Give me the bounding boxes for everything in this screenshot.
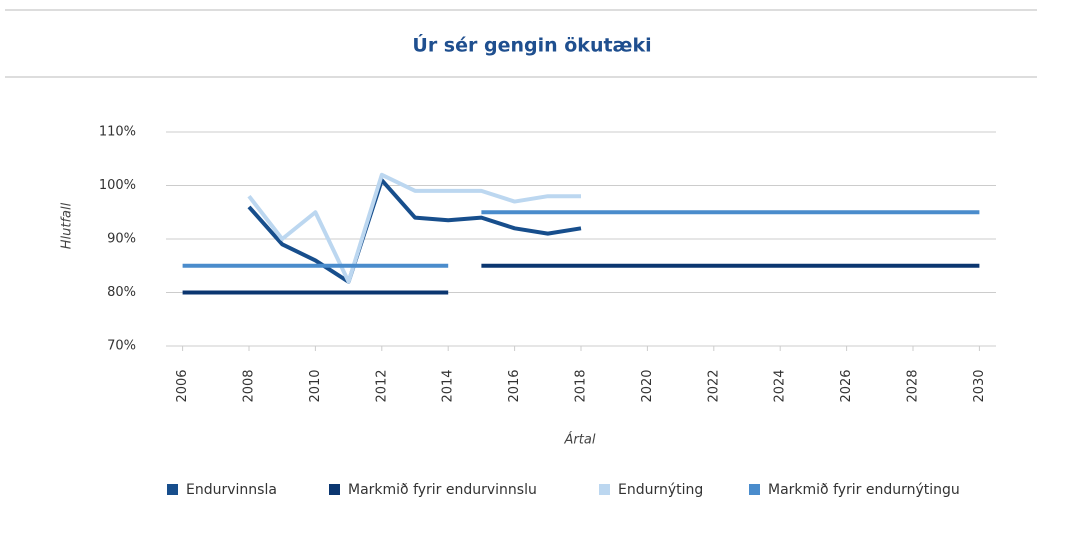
x-tick-label: 2030 [972,369,987,402]
series-line [182,263,980,295]
x-tick-label: 2008 [242,369,257,402]
y-tick-label: 70% [107,339,136,354]
x-tick-label: 2028 [906,369,921,402]
x-tick-label: 2010 [308,369,323,402]
legend-swatch [167,484,178,495]
legend-label: Markmið fyrir endurnýtingu [768,482,960,498]
x-tick-label: 2018 [574,369,589,402]
x-tick-label: 2026 [839,369,854,402]
x-tick-label: 2014 [441,369,456,402]
series-line [247,178,582,284]
y-tick-label: 90% [107,232,136,247]
x-tick-label: 2006 [175,369,190,402]
legend-swatch [599,484,610,495]
x-tick-label: 2024 [773,369,788,402]
x-tick-label: 2012 [374,369,389,402]
y-tick-label: 80% [107,285,136,300]
chart-title: Úr sér gengin ökutæki [412,33,651,57]
x-tick-label: 2020 [640,369,655,402]
legend-label: Endurnýting [618,482,703,498]
series-line [182,210,980,268]
x-tick-label: 2016 [507,369,522,402]
legend-label: Endurvinnsla [186,482,277,498]
y-tick-label: 100% [99,178,136,193]
y-tick-label: 110% [99,125,136,140]
y-axis-label: Hlutfall [60,202,75,249]
legend-swatch [749,484,760,495]
x-axis-label: Ártal [564,432,596,448]
x-tick-label: 2022 [706,369,721,402]
series-line [247,172,581,284]
legend-swatch [329,484,340,495]
legend-label: Markmið fyrir endurvinnslu [348,482,537,498]
